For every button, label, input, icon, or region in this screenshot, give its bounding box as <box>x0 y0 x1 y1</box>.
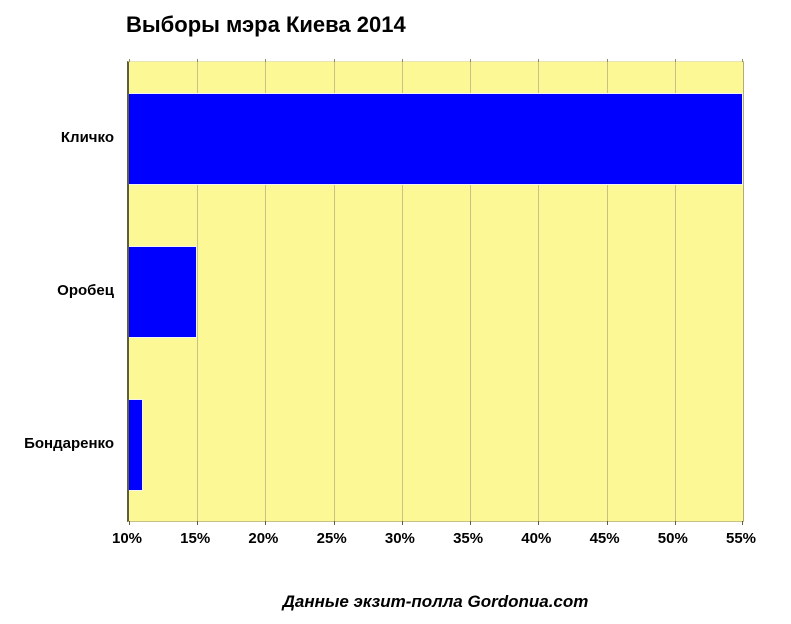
axis-tick-top <box>197 59 199 62</box>
axis-tick-top <box>470 59 472 62</box>
chart-title: Выборы мэра Киева 2014 <box>126 12 406 37</box>
bar-0 <box>129 92 743 185</box>
axis-tick-bottom <box>742 521 743 525</box>
plot-area <box>127 59 744 525</box>
axis-tick-top <box>129 59 130 62</box>
axis-tick-top <box>333 59 335 62</box>
axis-tick-bottom <box>674 521 676 525</box>
axis-tick-bottom <box>606 521 608 525</box>
axis-tick-bottom <box>538 521 540 525</box>
axis-tick-bottom <box>470 521 472 525</box>
category-label: Оробец <box>57 281 114 299</box>
axis-tick-bottom <box>401 521 403 525</box>
x-tick-label: 50% <box>657 530 688 547</box>
bar-2 <box>129 398 143 491</box>
chart-caption: Данные экзит-полла Gordonua.com <box>282 592 589 611</box>
axis-tick-top <box>674 59 676 62</box>
axis-tick-top <box>742 59 743 62</box>
gridline <box>197 62 199 521</box>
x-axis-tick-labels: 10% 15% 20% 25% 30% 35% 40% 45% 50% 55% <box>112 530 756 550</box>
axis-tick-top <box>606 59 608 62</box>
x-tick-label: 15% <box>180 530 211 547</box>
axis-tick-top <box>538 59 540 62</box>
x-tick-label: 45% <box>589 530 620 547</box>
x-tick-label: 25% <box>316 530 347 547</box>
gridline <box>470 62 472 521</box>
axis-tick-top <box>265 59 267 62</box>
gridline <box>674 62 676 521</box>
axis-tick-bottom <box>265 521 267 525</box>
x-tick-label: 10% <box>111 530 143 547</box>
category-label: Кличко <box>60 128 114 146</box>
gridline <box>538 62 540 521</box>
x-tick-label: 35% <box>453 530 484 547</box>
category-label: Бондаренко <box>24 434 114 452</box>
axis-tick-bottom <box>197 521 199 525</box>
gridline <box>265 62 267 521</box>
x-tick-label: 30% <box>384 530 415 547</box>
bar-1 <box>129 245 198 338</box>
x-tick-label: 20% <box>248 530 279 547</box>
y-axis-category-labels: Кличко Оробец Бондаренко <box>0 61 114 522</box>
gridline <box>401 62 403 521</box>
gridline <box>333 62 335 521</box>
x-tick-label: 55% <box>725 530 757 547</box>
axis-tick-top <box>401 59 403 62</box>
gridline <box>606 62 608 521</box>
x-tick-label: 40% <box>521 530 552 547</box>
axis-tick-bottom <box>129 521 130 525</box>
axis-tick-bottom <box>333 521 335 525</box>
